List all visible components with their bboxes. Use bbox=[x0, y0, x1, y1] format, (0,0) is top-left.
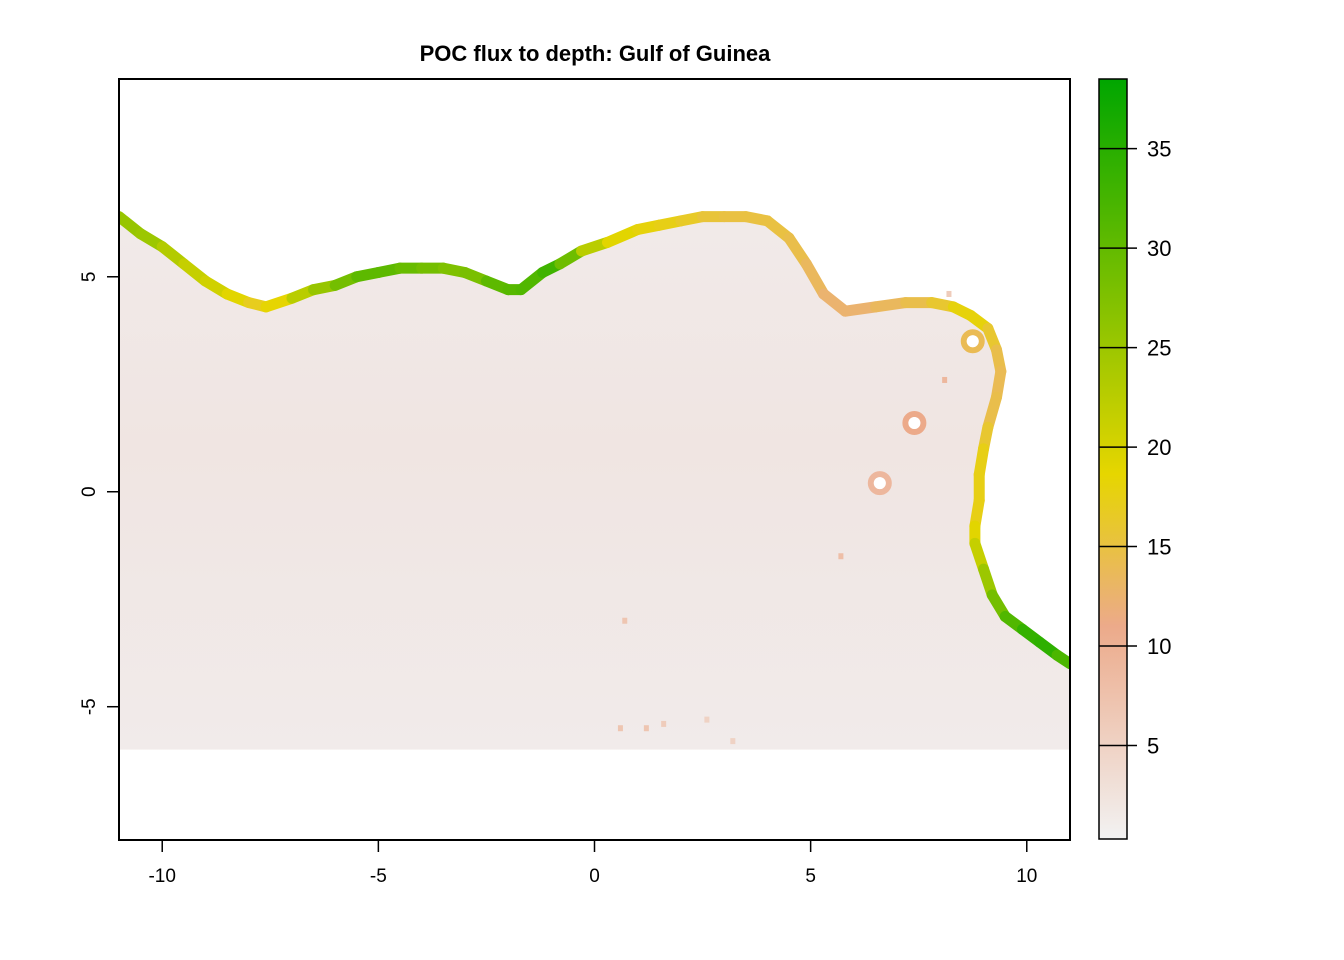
x-tick-label: 10 bbox=[1016, 866, 1037, 887]
y-axis: -5 0 5 bbox=[79, 271, 119, 715]
plot-area bbox=[119, 79, 1070, 840]
x-tick-label: -5 bbox=[370, 866, 387, 887]
flux-speck bbox=[704, 716, 710, 723]
colorbar-tick-label: 30 bbox=[1147, 236, 1171, 261]
flux-speck bbox=[730, 738, 736, 745]
x-tick-label: 0 bbox=[589, 866, 600, 887]
flux-speck bbox=[661, 720, 667, 727]
colorbar-tick-label: 25 bbox=[1147, 336, 1171, 361]
y-tick-label: 5 bbox=[79, 271, 100, 282]
x-tick-label: -10 bbox=[148, 866, 175, 887]
colorbar-tick-label: 15 bbox=[1147, 535, 1171, 560]
no-data-region bbox=[119, 749, 1070, 840]
colorbar-tick-label: 35 bbox=[1147, 137, 1171, 162]
colorbar-tick-label: 10 bbox=[1147, 634, 1171, 659]
island-land bbox=[966, 335, 979, 348]
island-ring bbox=[867, 471, 892, 496]
coastline-segment bbox=[800, 258, 830, 300]
island-land bbox=[908, 416, 921, 429]
x-axis: -10 -5 0 5 10 bbox=[148, 840, 1037, 887]
land-mask bbox=[119, 79, 1070, 664]
y-tick-label: -5 bbox=[79, 698, 100, 715]
island-flux-layer bbox=[867, 329, 985, 496]
colorbar-gradient bbox=[1098, 78, 1128, 840]
colorbar-tick-label: 20 bbox=[1147, 435, 1171, 460]
speck-flux-layer bbox=[617, 290, 952, 745]
y-tick-label: 0 bbox=[79, 486, 100, 497]
x-tick-label: 5 bbox=[805, 866, 816, 887]
flux-speck bbox=[622, 617, 628, 624]
flux-speck bbox=[617, 725, 623, 732]
coastline-segment bbox=[1051, 649, 1070, 670]
flux-speck bbox=[942, 376, 948, 383]
colorbar: 5 10 15 20 25 30 35 bbox=[1098, 78, 1171, 840]
flux-speck bbox=[643, 725, 649, 732]
island-ring bbox=[960, 329, 985, 354]
coastline-flux-layer bbox=[119, 211, 1070, 670]
island-land bbox=[873, 477, 886, 490]
flux-speck bbox=[946, 290, 952, 297]
flux-speck bbox=[838, 553, 844, 560]
island-ring bbox=[902, 410, 927, 435]
colorbar-tick-label: 5 bbox=[1147, 733, 1159, 758]
chart-title: POC flux to depth: Gulf of Guinea bbox=[420, 41, 772, 66]
